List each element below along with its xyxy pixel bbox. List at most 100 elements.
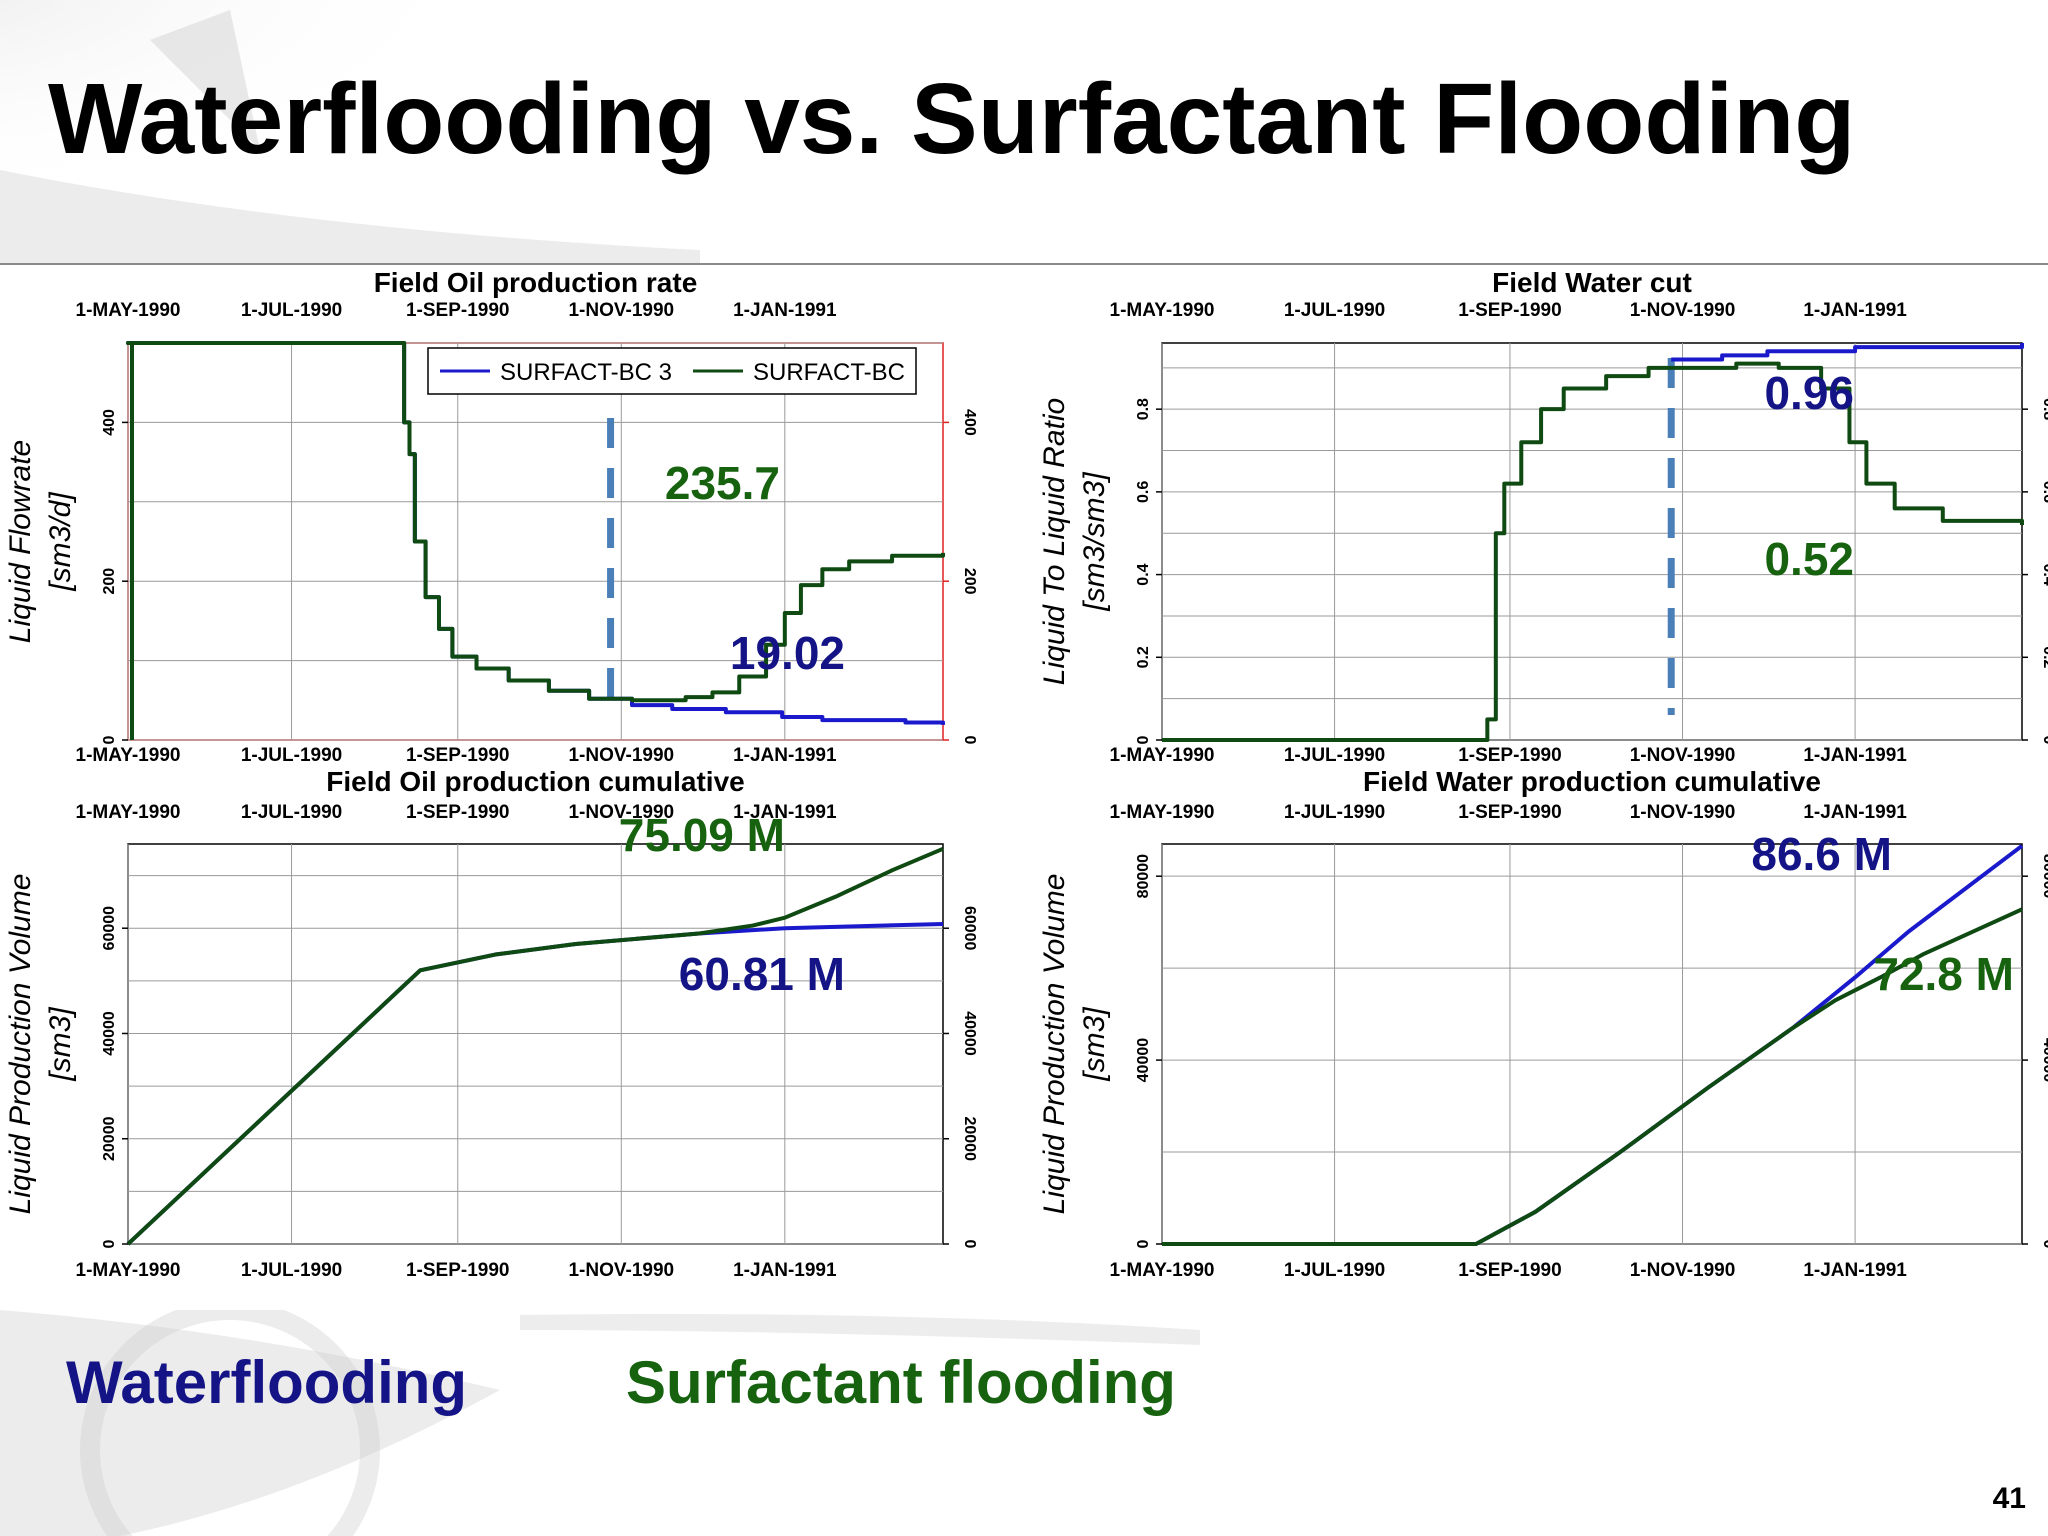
plot-area — [127, 342, 944, 741]
y-tick-label: 0 — [101, 1239, 118, 1248]
series-line-surfact-bc — [126, 341, 945, 740]
y-tick-label: 20000 — [101, 1116, 118, 1161]
x-tick-label: 1-NOV-1990 — [1630, 1260, 1736, 1281]
y-axis-unit: [sm3/sm3] — [1078, 472, 1111, 612]
x-tick-label: 1-NOV-1990 — [568, 745, 674, 766]
legend-entry: SURFACT-BC — [753, 359, 905, 386]
y-axis-unit: [sm3/d] — [44, 492, 77, 592]
value-annotation: 60.81 M — [679, 948, 845, 1000]
y-tick-label: 0.2 — [1135, 646, 1152, 668]
x-tick-label: 1-SEP-1990 — [1458, 745, 1562, 766]
y-tick-label-right: 40000 — [961, 1011, 978, 1056]
x-tick-label-top: 1-MAY-1990 — [1110, 300, 1215, 321]
y-tick-label-right: 200 — [961, 568, 978, 595]
x-tick-label-top: 1-SEP-1990 — [1458, 300, 1562, 321]
value-annotation: 86.6 M — [1751, 828, 1892, 880]
x-tick-label-top: 1-JAN-1991 — [1803, 300, 1907, 321]
x-tick-label: 1-NOV-1990 — [568, 1260, 674, 1281]
x-tick-label-top: 1-SEP-1990 — [406, 300, 510, 321]
title-divider — [0, 263, 2048, 265]
x-tick-label-top: 1-JUL-1990 — [1284, 300, 1385, 321]
x-tick-label: 1-JAN-1991 — [1803, 1260, 1907, 1281]
y-tick-label-right: 0.6 — [2040, 481, 2048, 503]
x-tick-label-top: 1-NOV-1990 — [1630, 802, 1736, 823]
x-tick-label-top: 1-NOV-1990 — [1630, 300, 1736, 321]
legend-waterflooding: Waterflooding — [66, 1349, 468, 1416]
y-axis-label: Liquid Production Volume — [1038, 874, 1071, 1215]
x-tick-label-top: 1-JUL-1990 — [241, 300, 342, 321]
x-tick-label: 1-JUL-1990 — [241, 745, 342, 766]
legend-box — [427, 347, 917, 395]
x-tick-label: 1-NOV-1990 — [1630, 745, 1736, 766]
y-tick-label-right: 20000 — [961, 1116, 978, 1161]
series-line-surfactant-flooding — [1162, 907, 2023, 1246]
y-tick-label: 60000 — [101, 906, 118, 951]
chart-title: Field Oil production cumulative — [326, 766, 744, 797]
page-number: 41 — [1992, 1482, 2026, 1515]
y-tick-label: 0.8 — [1135, 398, 1152, 420]
y-tick-label: 0.4 — [1135, 563, 1152, 585]
x-tick-label: 1-JUL-1990 — [241, 1260, 342, 1281]
legend-surfactant-flooding: Surfactant flooding — [626, 1349, 1176, 1416]
x-tick-label-top: 1-JAN-1991 — [733, 802, 837, 823]
x-tick-label: 1-MAY-1990 — [76, 745, 181, 766]
value-annotation: 75.09 M — [619, 809, 785, 861]
x-tick-label: 1-JUL-1990 — [1284, 1260, 1385, 1281]
x-tick-label-top: 1-SEP-1990 — [406, 802, 510, 823]
x-tick-label: 1-MAY-1990 — [1110, 745, 1215, 766]
chart-title: Field Water production cumulative — [1363, 766, 1821, 797]
y-axis-unit: [sm3] — [1078, 1007, 1111, 1082]
y-tick-label: 40000 — [1135, 1038, 1152, 1083]
x-tick-label-top: 1-JAN-1991 — [1803, 802, 1907, 823]
x-tick-label: 1-SEP-1990 — [406, 1260, 510, 1281]
x-tick-label-top: 1-NOV-1990 — [568, 802, 674, 823]
value-annotation: 235.7 — [665, 457, 780, 509]
chart-title: Field Water cut — [1492, 267, 1692, 298]
y-tick-label: 0.6 — [1135, 481, 1152, 503]
chart-oil-cumulative: Field Oil production cumulative 1-MAY-199… — [4, 766, 978, 1281]
x-tick-label: 1-MAY-1990 — [1110, 1260, 1215, 1281]
value-annotation: 0.52 — [1764, 533, 1854, 585]
y-tick-label-right: 0.4 — [2040, 563, 2048, 585]
chart-water-cut: Field Water cut 1-MAY-1990 1-MAY-1990 1-JUL… — [1038, 267, 2048, 766]
plot-area — [1161, 843, 2023, 1245]
y-tick-label-right: 0.8 — [2040, 398, 2048, 420]
x-tick-label-top: 1-JUL-1990 — [241, 802, 342, 823]
y-tick-label-right: 0 — [961, 1240, 978, 1249]
series-line-waterflooding — [1671, 343, 2024, 362]
series-line-surfactant-flooding — [1162, 361, 2024, 742]
y-tick-label-right: 80000 — [2040, 854, 2048, 899]
y-axis-label: Liquid To Liquid Ratio — [1038, 398, 1071, 685]
x-tick-label-top: 1-MAY-1990 — [1110, 802, 1215, 823]
y-tick-label-right: 0 — [961, 736, 978, 745]
x-tick-label-top: 1-JAN-1991 — [733, 300, 837, 321]
x-tick-label: 1-JUL-1990 — [1284, 745, 1385, 766]
plot-area — [127, 843, 944, 1245]
y-tick-label: 40000 — [101, 1011, 118, 1056]
y-tick-label-right: 0 — [2040, 736, 2048, 745]
y-tick-label: 400 — [101, 409, 118, 436]
slide-title: Waterflooding vs. Surfactant Flooding — [48, 63, 1856, 175]
x-tick-label-top: 1-MAY-1990 — [76, 300, 181, 321]
y-tick-label-right: 400 — [961, 409, 978, 436]
x-tick-label-top: 1-SEP-1990 — [1458, 802, 1562, 823]
x-tick-label: 1-JAN-1991 — [1803, 745, 1907, 766]
x-tick-label-top: 1-MAY-1990 — [76, 802, 181, 823]
value-annotation: 72.8 M — [1873, 948, 2014, 1000]
x-tick-label: 1-SEP-1990 — [1458, 1260, 1562, 1281]
x-tick-label-top: 1-JUL-1990 — [1284, 802, 1385, 823]
y-axis-label: Liquid Production Volume — [4, 874, 37, 1215]
value-annotation: 0.96 — [1764, 367, 1854, 419]
y-tick-label-right: 60000 — [961, 906, 978, 951]
plot-area — [1161, 342, 2023, 741]
y-tick-label: 0 — [1135, 735, 1152, 744]
x-tick-label: 1-JAN-1991 — [733, 745, 837, 766]
value-annotation: 19.02 — [730, 627, 845, 679]
legend-entry: SURFACT-BC 3 — [500, 359, 672, 386]
y-axis-label: Liquid Flowrate — [4, 440, 37, 643]
x-tick-label: 1-JAN-1991 — [733, 1260, 837, 1281]
chart-water-cumulative: Field Water production cumulative 1-MAY-1… — [1038, 766, 2048, 1281]
y-tick-label: 0 — [1135, 1239, 1152, 1248]
y-tick-label: 0 — [101, 735, 118, 744]
x-tick-label: 1-MAY-1990 — [76, 1260, 181, 1281]
